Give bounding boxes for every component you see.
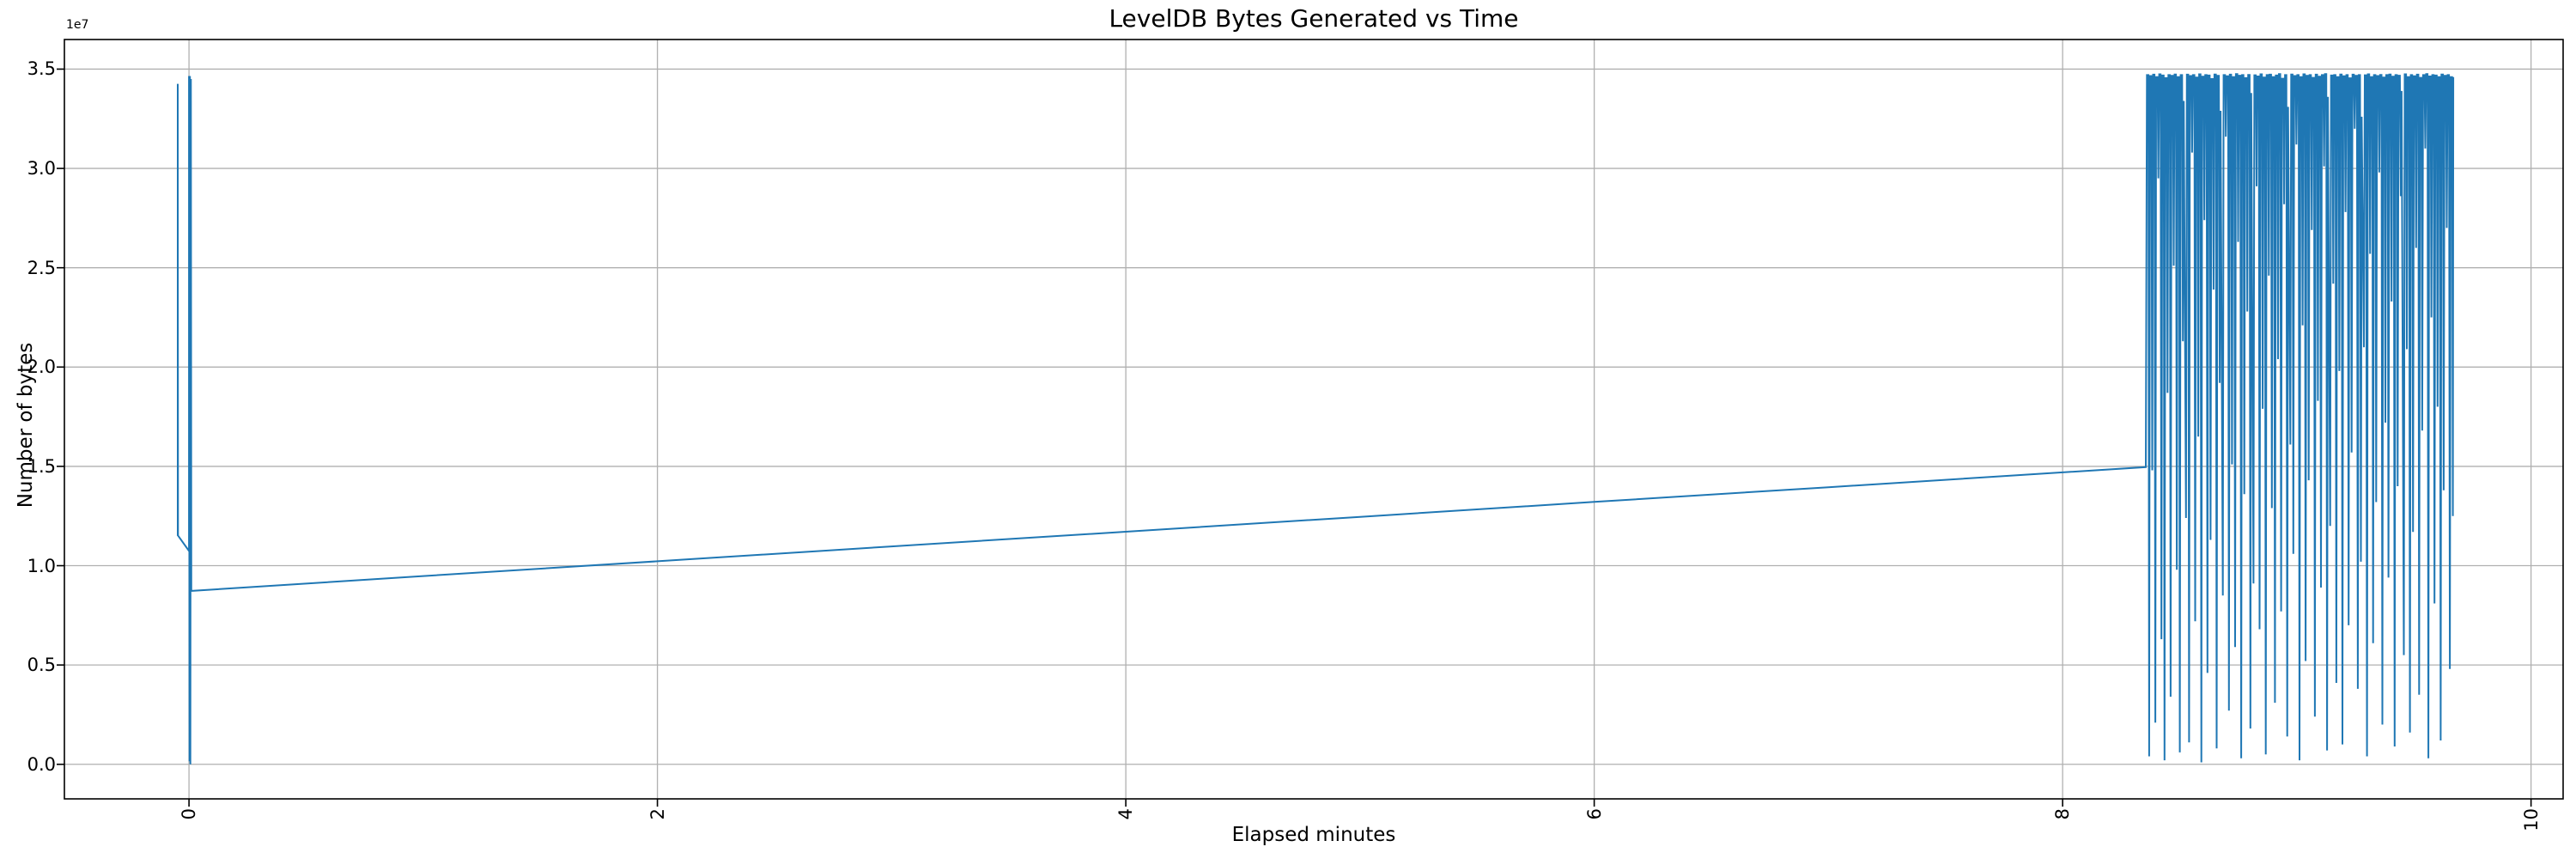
y-tick-label: 3.0 [27, 158, 56, 180]
y-tick-label: 0.5 [27, 655, 56, 676]
y-tick-label: 2.0 [27, 356, 56, 378]
y-tick-label: 2.5 [27, 257, 56, 278]
chart-title: LevelDB Bytes Generated vs Time [1109, 4, 1519, 33]
x-tick-label: 6 [1583, 808, 1605, 820]
x-axis-label: Elapsed minutes [1231, 824, 1396, 846]
x-tick-label: 8 [2052, 808, 2074, 820]
plot-border [64, 39, 2564, 800]
x-tick-label: 4 [1115, 808, 1137, 820]
x-tick-label: 10 [2520, 808, 2542, 832]
x-tick-label: 0 [179, 808, 200, 820]
series-line [177, 73, 2455, 765]
y-tick-label: 1.0 [27, 555, 56, 576]
y-tick-label: 1.5 [27, 455, 56, 477]
x-tick-label: 2 [647, 808, 668, 820]
y-tick-label: 0.0 [27, 753, 56, 775]
y-tick-label: 3.5 [27, 58, 56, 80]
y-axis-offset-text: 1e7 [66, 18, 89, 32]
